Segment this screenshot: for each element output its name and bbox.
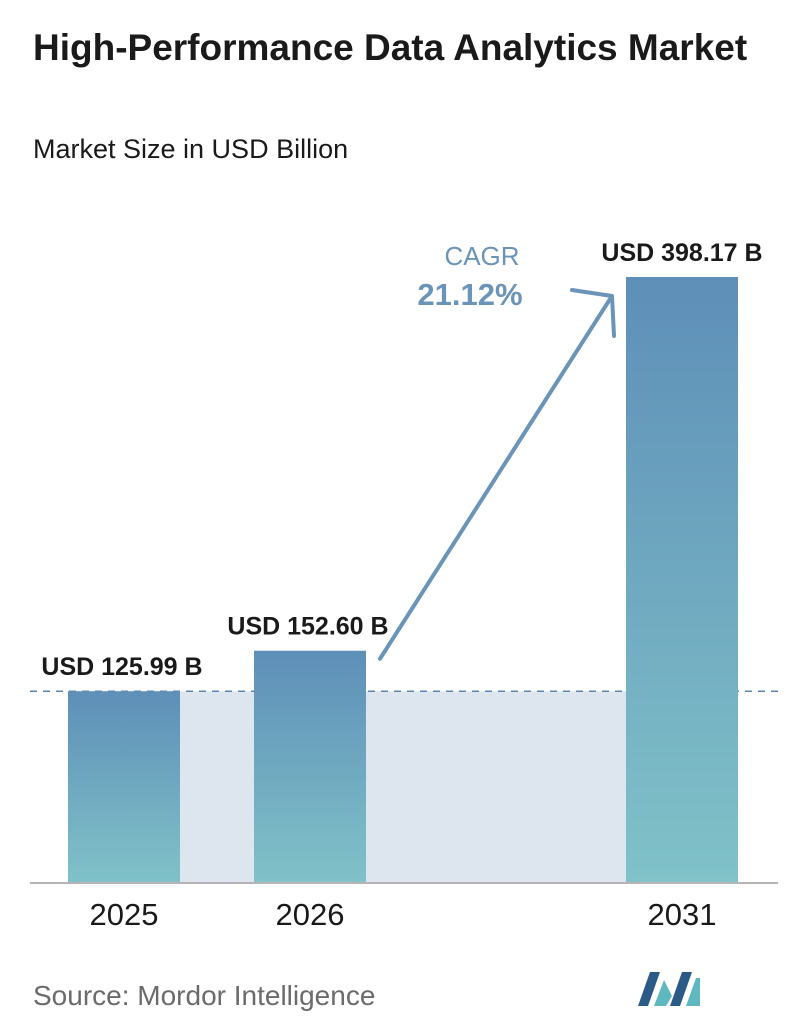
x-tick-2026: 2026 (276, 897, 345, 932)
cagr-label: CAGR (444, 241, 519, 271)
x-tick-2031: 2031 (648, 897, 717, 932)
data-label-2031: USD 398.17 B (601, 239, 762, 267)
bar-2026 (254, 650, 366, 883)
x-tick-2025: 2025 (90, 897, 159, 932)
cagr-arrow (378, 294, 614, 661)
mordor-intelligence-logo (638, 972, 700, 1006)
bar-chart: USD 125.99 B 2025 USD 152.60 B 2026 USD 398.… (30, 239, 780, 932)
data-label-2025: USD 125.99 B (41, 653, 202, 681)
source-note: Source: Mordor Intelligence (33, 980, 376, 1011)
data-label-2026: USD 152.60 B (227, 613, 388, 641)
cagr-value: 21.12% (417, 277, 522, 312)
bar-2031 (626, 277, 738, 883)
bar-2025 (68, 691, 180, 883)
chart-subtitle: Market Size in USD Billion (33, 134, 349, 164)
cagr-arrow-head (570, 288, 616, 338)
chart-title: High-Performance Data Analytics Market (33, 27, 748, 68)
